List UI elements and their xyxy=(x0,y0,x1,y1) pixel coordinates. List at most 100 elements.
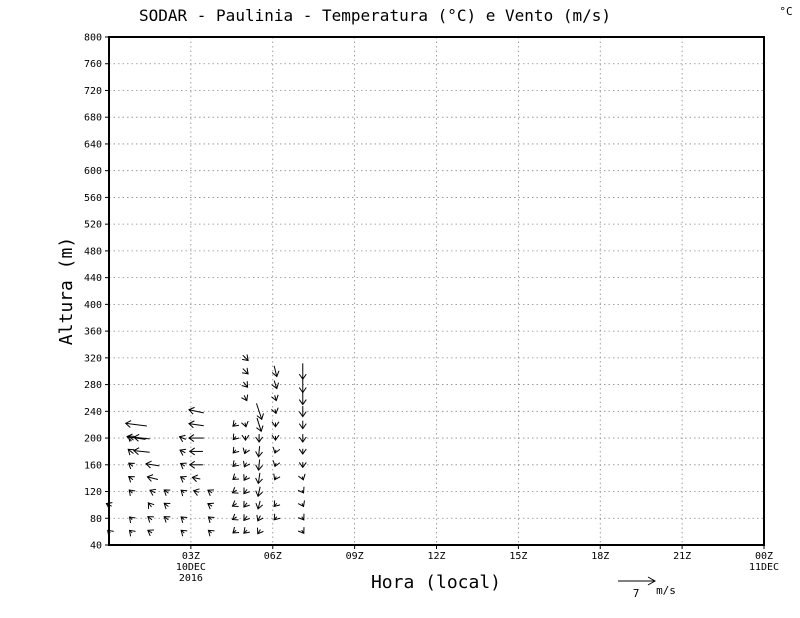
wind-vector xyxy=(128,529,136,537)
wind-vector-head xyxy=(243,527,250,534)
wind-vector xyxy=(243,527,250,534)
x-tick-label: 06Z xyxy=(264,551,282,562)
wind-vector-head xyxy=(255,477,263,485)
wind-vector xyxy=(231,487,239,494)
wind-vector xyxy=(271,421,280,428)
wind-vector-head xyxy=(255,464,263,471)
wind-vector xyxy=(180,529,188,537)
wind-vector-shaft xyxy=(128,462,134,467)
wind-vector xyxy=(255,472,263,485)
y-tick-label: 240 xyxy=(84,407,102,418)
wind-vector-shaft xyxy=(128,476,134,481)
wind-vector xyxy=(243,487,250,495)
wind-vector-shaft xyxy=(193,490,200,493)
wind-vector-head xyxy=(179,462,187,470)
wind-vector-head xyxy=(128,462,135,470)
wind-vector xyxy=(188,447,203,456)
y-tick-label: 680 xyxy=(84,113,102,124)
wind-vector-shaft xyxy=(149,489,156,494)
wind-vector xyxy=(128,476,135,483)
wind-vector xyxy=(243,500,250,508)
wind-vector-shaft xyxy=(243,502,248,508)
wind-vector-head xyxy=(178,434,186,443)
wind-vector xyxy=(271,434,280,442)
wind-vector-head xyxy=(273,473,281,481)
wind-vector xyxy=(180,489,188,497)
wind-vector-shaft xyxy=(125,422,147,427)
wind-vector-head xyxy=(232,446,240,454)
wind-vector-head xyxy=(145,460,152,469)
wind-vector-head xyxy=(207,489,214,497)
corner-unit-label: °C xyxy=(779,5,792,18)
wind-vector xyxy=(298,420,307,430)
wind-vector-shaft xyxy=(133,450,150,453)
wind-vector-shaft xyxy=(258,446,261,457)
wind-vector-head xyxy=(242,367,249,375)
wind-vector-head xyxy=(232,433,240,441)
wind-vector xyxy=(256,514,264,522)
wind-vector xyxy=(242,447,250,455)
wind-vector xyxy=(147,516,154,523)
wind-vector-head xyxy=(128,489,136,497)
wind-vector-head xyxy=(128,476,135,483)
wind-vector-head xyxy=(105,502,113,510)
wind-vector-shaft xyxy=(273,365,278,377)
wind-vector xyxy=(297,513,305,521)
x-tick-date: 11DEC xyxy=(749,562,779,573)
wind-vector-head xyxy=(298,436,307,443)
wind-vector-head xyxy=(241,381,249,388)
wind-vector-head xyxy=(132,433,140,442)
y-tick-label: 720 xyxy=(84,86,102,97)
y-tick-label: 760 xyxy=(84,59,102,70)
wind-vector xyxy=(256,417,264,433)
y-tick-label: 800 xyxy=(84,33,102,44)
wind-vector xyxy=(207,502,214,510)
wind-vector-shaft xyxy=(273,380,278,389)
wind-vector xyxy=(232,433,240,441)
wind-vector-head xyxy=(241,394,249,402)
wind-vector-head xyxy=(163,502,171,510)
wind-vector xyxy=(146,474,159,482)
wind-vector-head xyxy=(271,407,279,415)
wind-vector-shaft xyxy=(188,423,204,427)
wind-vector-head xyxy=(180,529,188,537)
wind-vector xyxy=(298,448,307,455)
wind-vector xyxy=(232,526,240,534)
wind-vector-shaft xyxy=(257,472,261,484)
wind-vector-shaft xyxy=(145,463,160,467)
wind-vector xyxy=(242,354,249,362)
wind-vector xyxy=(207,529,215,537)
wind-vector-head xyxy=(298,411,307,418)
wind-vector xyxy=(188,406,204,415)
wind-vector-head xyxy=(188,420,195,429)
wind-vector-head xyxy=(180,489,188,497)
wind-vector xyxy=(298,406,307,418)
wind-vector-head xyxy=(127,448,135,456)
y-tick-label: 280 xyxy=(84,380,102,391)
wind-vector-head xyxy=(149,488,157,496)
wind-vector-head xyxy=(297,513,305,521)
wind-vector-head xyxy=(297,486,305,494)
wind-vector-head xyxy=(242,447,250,455)
wind-vector xyxy=(243,460,251,468)
wind-vector xyxy=(256,527,264,535)
reference-vector-unit: m/s xyxy=(656,584,676,597)
wind-vector xyxy=(271,380,280,390)
wind-vector xyxy=(231,513,239,521)
wind-vector-shaft xyxy=(257,515,261,522)
wind-vector xyxy=(192,488,200,496)
wind-vector-head xyxy=(256,425,264,433)
wind-vector xyxy=(255,403,264,421)
wind-vector-head xyxy=(271,370,280,378)
plot-frame xyxy=(108,36,765,546)
wind-vector-head xyxy=(271,382,280,390)
wind-vector-shaft xyxy=(274,395,277,401)
wind-vector xyxy=(126,433,146,442)
y-tick-label: 360 xyxy=(84,327,102,338)
wind-vector-shaft xyxy=(243,395,248,401)
wind-vector-shaft xyxy=(147,516,153,521)
wind-vector-head xyxy=(188,434,195,442)
wind-vector xyxy=(298,473,306,481)
wind-vector-head xyxy=(179,448,187,456)
wind-vector xyxy=(255,500,264,510)
